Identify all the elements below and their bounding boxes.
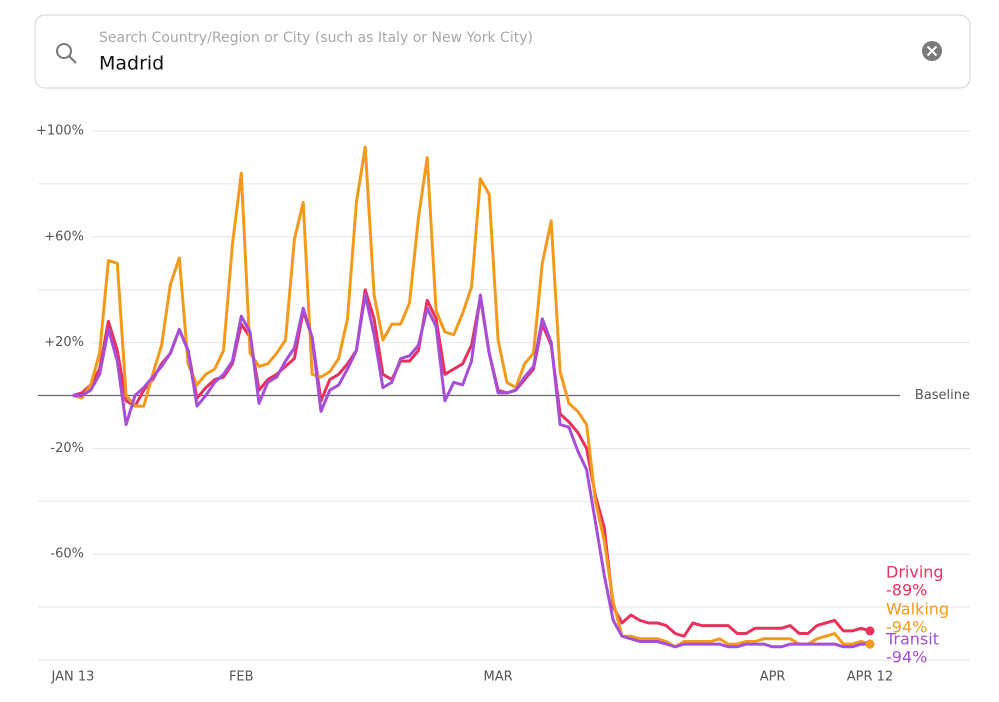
- y-tick-label: -20%: [50, 441, 84, 456]
- end-dot: [865, 639, 875, 649]
- y-tick-label: +100%: [36, 124, 84, 139]
- y-tick-label: +20%: [44, 335, 84, 350]
- baseline-label: Baseline: [915, 388, 970, 403]
- legend-name: Transit: [885, 630, 939, 649]
- x-tick-label: APR 12: [847, 670, 893, 685]
- end-dot: [865, 626, 875, 636]
- search-box[interactable]: Search Country/Region or City (such as I…: [34, 14, 971, 89]
- search-icon: [56, 43, 77, 64]
- series-line: [73, 293, 870, 649]
- legend-name: Walking: [886, 600, 949, 619]
- plot: +100% +60% +20% -20% -60% Baseline JAN 13 FEB MA…: [36, 124, 970, 685]
- search-placeholder: Search Country/Region or City (such as I…: [99, 30, 533, 46]
- series-line: [72, 288, 871, 638]
- x-tick-label: FEB: [229, 670, 254, 685]
- x-tick-label: MAR: [483, 670, 512, 685]
- series-line: [72, 145, 871, 649]
- clear-button[interactable]: [922, 41, 942, 61]
- end-label: -94%: [886, 618, 927, 637]
- y-tick-label: -60%: [50, 547, 84, 562]
- search-value[interactable]: Madrid: [99, 53, 164, 75]
- legend-name: Driving: [886, 563, 944, 582]
- x-tick-label: JAN 13: [51, 670, 95, 685]
- end-label: -89%: [886, 581, 927, 600]
- search-field[interactable]: [34, 14, 971, 89]
- y-tick-label: +60%: [44, 229, 84, 244]
- x-tick-label: APR: [760, 670, 786, 685]
- end-label: -94%: [886, 648, 927, 667]
